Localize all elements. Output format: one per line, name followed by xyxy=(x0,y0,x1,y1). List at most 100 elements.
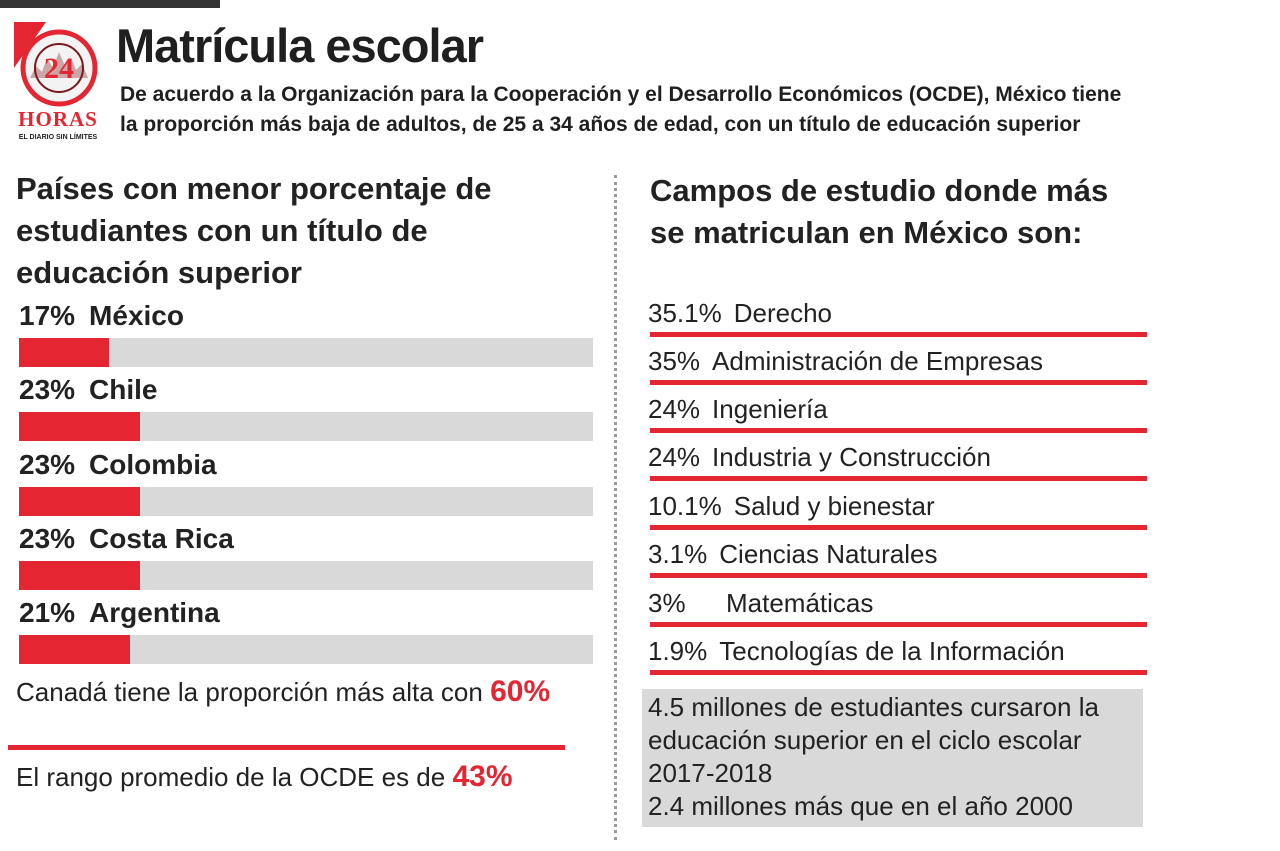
bar-row: 23% Costa Rica xyxy=(19,523,593,598)
field-name: Tecnologías de la Información xyxy=(719,636,1065,666)
bar-track xyxy=(19,635,593,664)
bar-label: 23% Costa Rica xyxy=(19,523,234,555)
field-underline xyxy=(650,428,1147,433)
field-row: 24% Industria y Construcción xyxy=(648,441,1148,489)
students-summary-box: 4.5 millones de estudiantes cursaron la … xyxy=(642,689,1143,827)
field-percent: 3.1% xyxy=(648,539,708,569)
field-name: Industria y Construcción xyxy=(712,442,991,472)
right-section-title: Campos de estudio donde más se matricula… xyxy=(650,170,1210,254)
field-underline xyxy=(650,525,1147,530)
bar xyxy=(19,635,130,664)
field-underline xyxy=(650,380,1147,385)
red-separator-line xyxy=(8,745,565,750)
bar-value-label: 23% xyxy=(19,374,76,405)
subtitle-line-1: De acuerdo a la Organización para la Coo… xyxy=(120,83,1122,106)
field-percent: 24% xyxy=(648,394,701,424)
ocde-note-text: El rango promedio de la OCDE es de xyxy=(16,762,453,792)
subtitle-line-2: la proporción más baja de adultos, de 25… xyxy=(120,113,1081,136)
field-name: Ingeniería xyxy=(712,394,828,424)
bar-category-label: México xyxy=(89,300,184,331)
field-text: 35% Administración de Empresas xyxy=(648,345,1043,377)
field-percent: 1.9% xyxy=(648,636,708,666)
canada-note-value: 60% xyxy=(490,675,551,708)
bar-row: 17% México xyxy=(19,300,593,375)
field-row: 35.1% Derecho xyxy=(648,297,1148,345)
summary-line-2: educación superior en el ciclo escolar xyxy=(648,725,1082,755)
field-text: 3.1% Ciencias Naturales xyxy=(648,538,937,570)
field-underline xyxy=(650,332,1147,337)
bar xyxy=(19,338,109,367)
field-row: 24% Ingeniería xyxy=(648,393,1148,441)
field-text: 10.1% Salud y bienestar xyxy=(648,490,935,522)
ocde-note-value: 43% xyxy=(452,760,513,793)
bar-category-label: Costa Rica xyxy=(89,523,234,554)
bar-category-label: Colombia xyxy=(89,449,217,480)
24-horas-logo: 24 HORAS EL DIARIO SIN LÍMITES xyxy=(14,22,102,144)
logo-number: 24 xyxy=(44,52,74,85)
bar-track xyxy=(19,412,593,441)
logo-tagline: EL DIARIO SIN LÍMITES xyxy=(19,132,98,141)
bar-track xyxy=(19,487,593,516)
field-name: Matemáticas xyxy=(726,588,874,618)
field-text: 24% Ingeniería xyxy=(648,393,828,425)
left-section-title: Países con menor porcentaje de estudiant… xyxy=(16,168,556,294)
bar xyxy=(19,412,140,441)
summary-line-3: 2017-2018 xyxy=(648,758,773,788)
field-row: 35% Administración de Empresas xyxy=(648,345,1148,393)
bar-track xyxy=(19,338,593,367)
field-underline xyxy=(650,476,1147,481)
summary-line-1: 4.5 millones de estudiantes cursaron la xyxy=(648,692,1099,722)
field-name: Salud y bienestar xyxy=(733,491,935,521)
bar-value-label: 23% xyxy=(19,523,76,554)
bar-row: 23% Chile xyxy=(19,374,593,449)
bar-label: 23% Colombia xyxy=(19,449,217,481)
field-percent: 35% xyxy=(648,346,701,376)
canada-note-text: Canadá tiene la proporción más alta con xyxy=(16,677,491,707)
bar-row: 23% Colombia xyxy=(19,449,593,524)
field-underline xyxy=(650,622,1147,627)
logo-name: HORAS xyxy=(18,107,98,131)
field-name: Administración de Empresas xyxy=(712,346,1043,376)
field-percent: 3% xyxy=(648,588,686,618)
page-title: Matrícula escolar xyxy=(116,19,484,72)
bar-label: 23% Chile xyxy=(19,374,158,406)
right-title-line-1: Campos de estudio donde más xyxy=(650,173,1109,208)
field-row: 10.1% Salud y bienestar xyxy=(648,490,1148,538)
field-text: 24% Industria y Construcción xyxy=(648,441,991,473)
dotted-divider xyxy=(614,175,617,840)
field-percent: 10.1% xyxy=(648,491,722,521)
field-percent: 35.1% xyxy=(648,298,722,328)
bar-value-label: 23% xyxy=(19,449,76,480)
bar xyxy=(19,561,140,590)
bar-value-label: 21% xyxy=(19,597,76,628)
field-underline xyxy=(650,670,1147,675)
left-title-line-2: estudiantes con un título de xyxy=(16,213,428,248)
bar xyxy=(19,487,140,516)
right-title-line-2: se matriculan en México son: xyxy=(650,215,1083,250)
bar-label: 21% Argentina xyxy=(19,597,220,629)
bar-category-label: Chile xyxy=(89,374,158,405)
field-underline xyxy=(650,573,1147,578)
bar-value-label: 17% xyxy=(19,300,76,331)
field-text: 35.1% Derecho xyxy=(648,297,832,329)
field-text: 3% Matemáticas xyxy=(648,587,873,619)
logo-graphic: 24 HORAS EL DIARIO SIN LÍMITES xyxy=(14,22,98,141)
field-row: 1.9% Tecnologías de la Información xyxy=(648,635,1148,683)
field-row: 3.1% Ciencias Naturales xyxy=(648,538,1148,586)
field-name: Derecho xyxy=(733,298,833,328)
page-subtitle: De acuerdo a la Organización para la Coo… xyxy=(120,80,1240,140)
bar-label: 17% México xyxy=(19,300,184,332)
left-title-line-1: Países con menor porcentaje de xyxy=(16,171,492,206)
summary-line-4: 2.4 millones más que en el año 2000 xyxy=(648,791,1073,821)
canada-note: Canadá tiene la proporción más alta con … xyxy=(16,675,576,709)
field-percent: 24% xyxy=(648,442,701,472)
left-title-line-3: educación superior xyxy=(16,255,302,290)
bar-category-label: Argentina xyxy=(89,597,220,628)
field-row: 3% Matemáticas xyxy=(648,587,1148,635)
top-accent-bar xyxy=(0,0,220,8)
bar-track xyxy=(19,561,593,590)
field-name: Ciencias Naturales xyxy=(719,539,938,569)
ocde-average-note: El rango promedio de la OCDE es de 43% xyxy=(16,760,576,794)
bar-row: 21% Argentina xyxy=(19,597,593,672)
field-text: 1.9% Tecnologías de la Información xyxy=(648,635,1065,667)
